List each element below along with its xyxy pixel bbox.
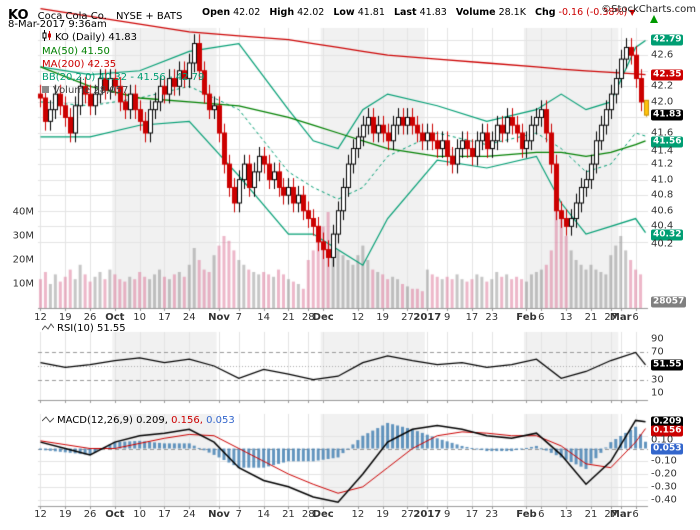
rsi-label: RSI(10) 51.55 [41,323,126,335]
volume-swatch-icon [42,86,49,93]
last-value: 41.83 [419,7,447,18]
chg-down-arrow-icon: ▼ [629,8,636,17]
macd-label: MACD(12,26,9) 0.209, 0.156, 0.053 [41,415,235,427]
open-value: 42.02 [233,7,261,18]
macd-label-name: MACD(12,26,9) [57,415,133,426]
high-label: High [269,7,295,18]
title-line: KO Coca Cola Co. NYSE + BATS [8,4,182,23]
macd-value-line: 0.209, [136,415,168,426]
rsi-indicator-icon [41,323,55,335]
macd-indicator-icon [41,415,55,427]
legend-bb: BB(20,2.0) 40.32 - 41.56 - 42.79 [42,72,205,83]
ticker-symbol: KO [8,8,29,23]
low-value: 41.81 [357,7,385,18]
legend-ma50: MA(50) 41.50 [42,46,110,57]
low-label: Low [333,7,355,18]
open-label: Open [202,7,231,18]
volume-value: 28.1K [498,7,526,18]
legend-ma200: MA(200) 42.35 [42,59,117,70]
rsi-label-text: RSI(10) 51.55 [57,323,126,334]
chg-value: -0.16 (-0.38%) [558,7,628,18]
exchange-name: NYSE + BATS [115,11,183,22]
legend-volume: Volume 28,057 [53,85,129,96]
last-label: Last [393,7,417,18]
copyright: ©StockCharts.com [601,4,696,15]
legend-volume-row: Volume 28,057 [42,84,204,97]
company-name: Coca Cola Co. [37,11,107,22]
macd-value-hist: 0.053 [206,415,235,426]
volume-label: Volume [455,7,496,18]
high-value: 42.02 [297,7,325,18]
chg-label: Chg [535,7,556,18]
quote-line: Open 42.02 High 42.02 Low 41.81 Last 41.83 V… [196,7,635,18]
macd-value-signal: 0.156, [171,415,203,426]
chart-legend: KO (Daily) 41.83 MA(50) 41.50 MA(200) 42… [42,30,204,97]
chart-datetime: 8-Mar-2017 9:36am [8,19,107,30]
price-up-arrow-icon [650,15,658,23]
legend-price: KO (Daily) 41.83 [55,32,137,43]
candlestick-icon [42,30,52,45]
legend-price-row: KO (Daily) 41.83 [42,30,204,45]
